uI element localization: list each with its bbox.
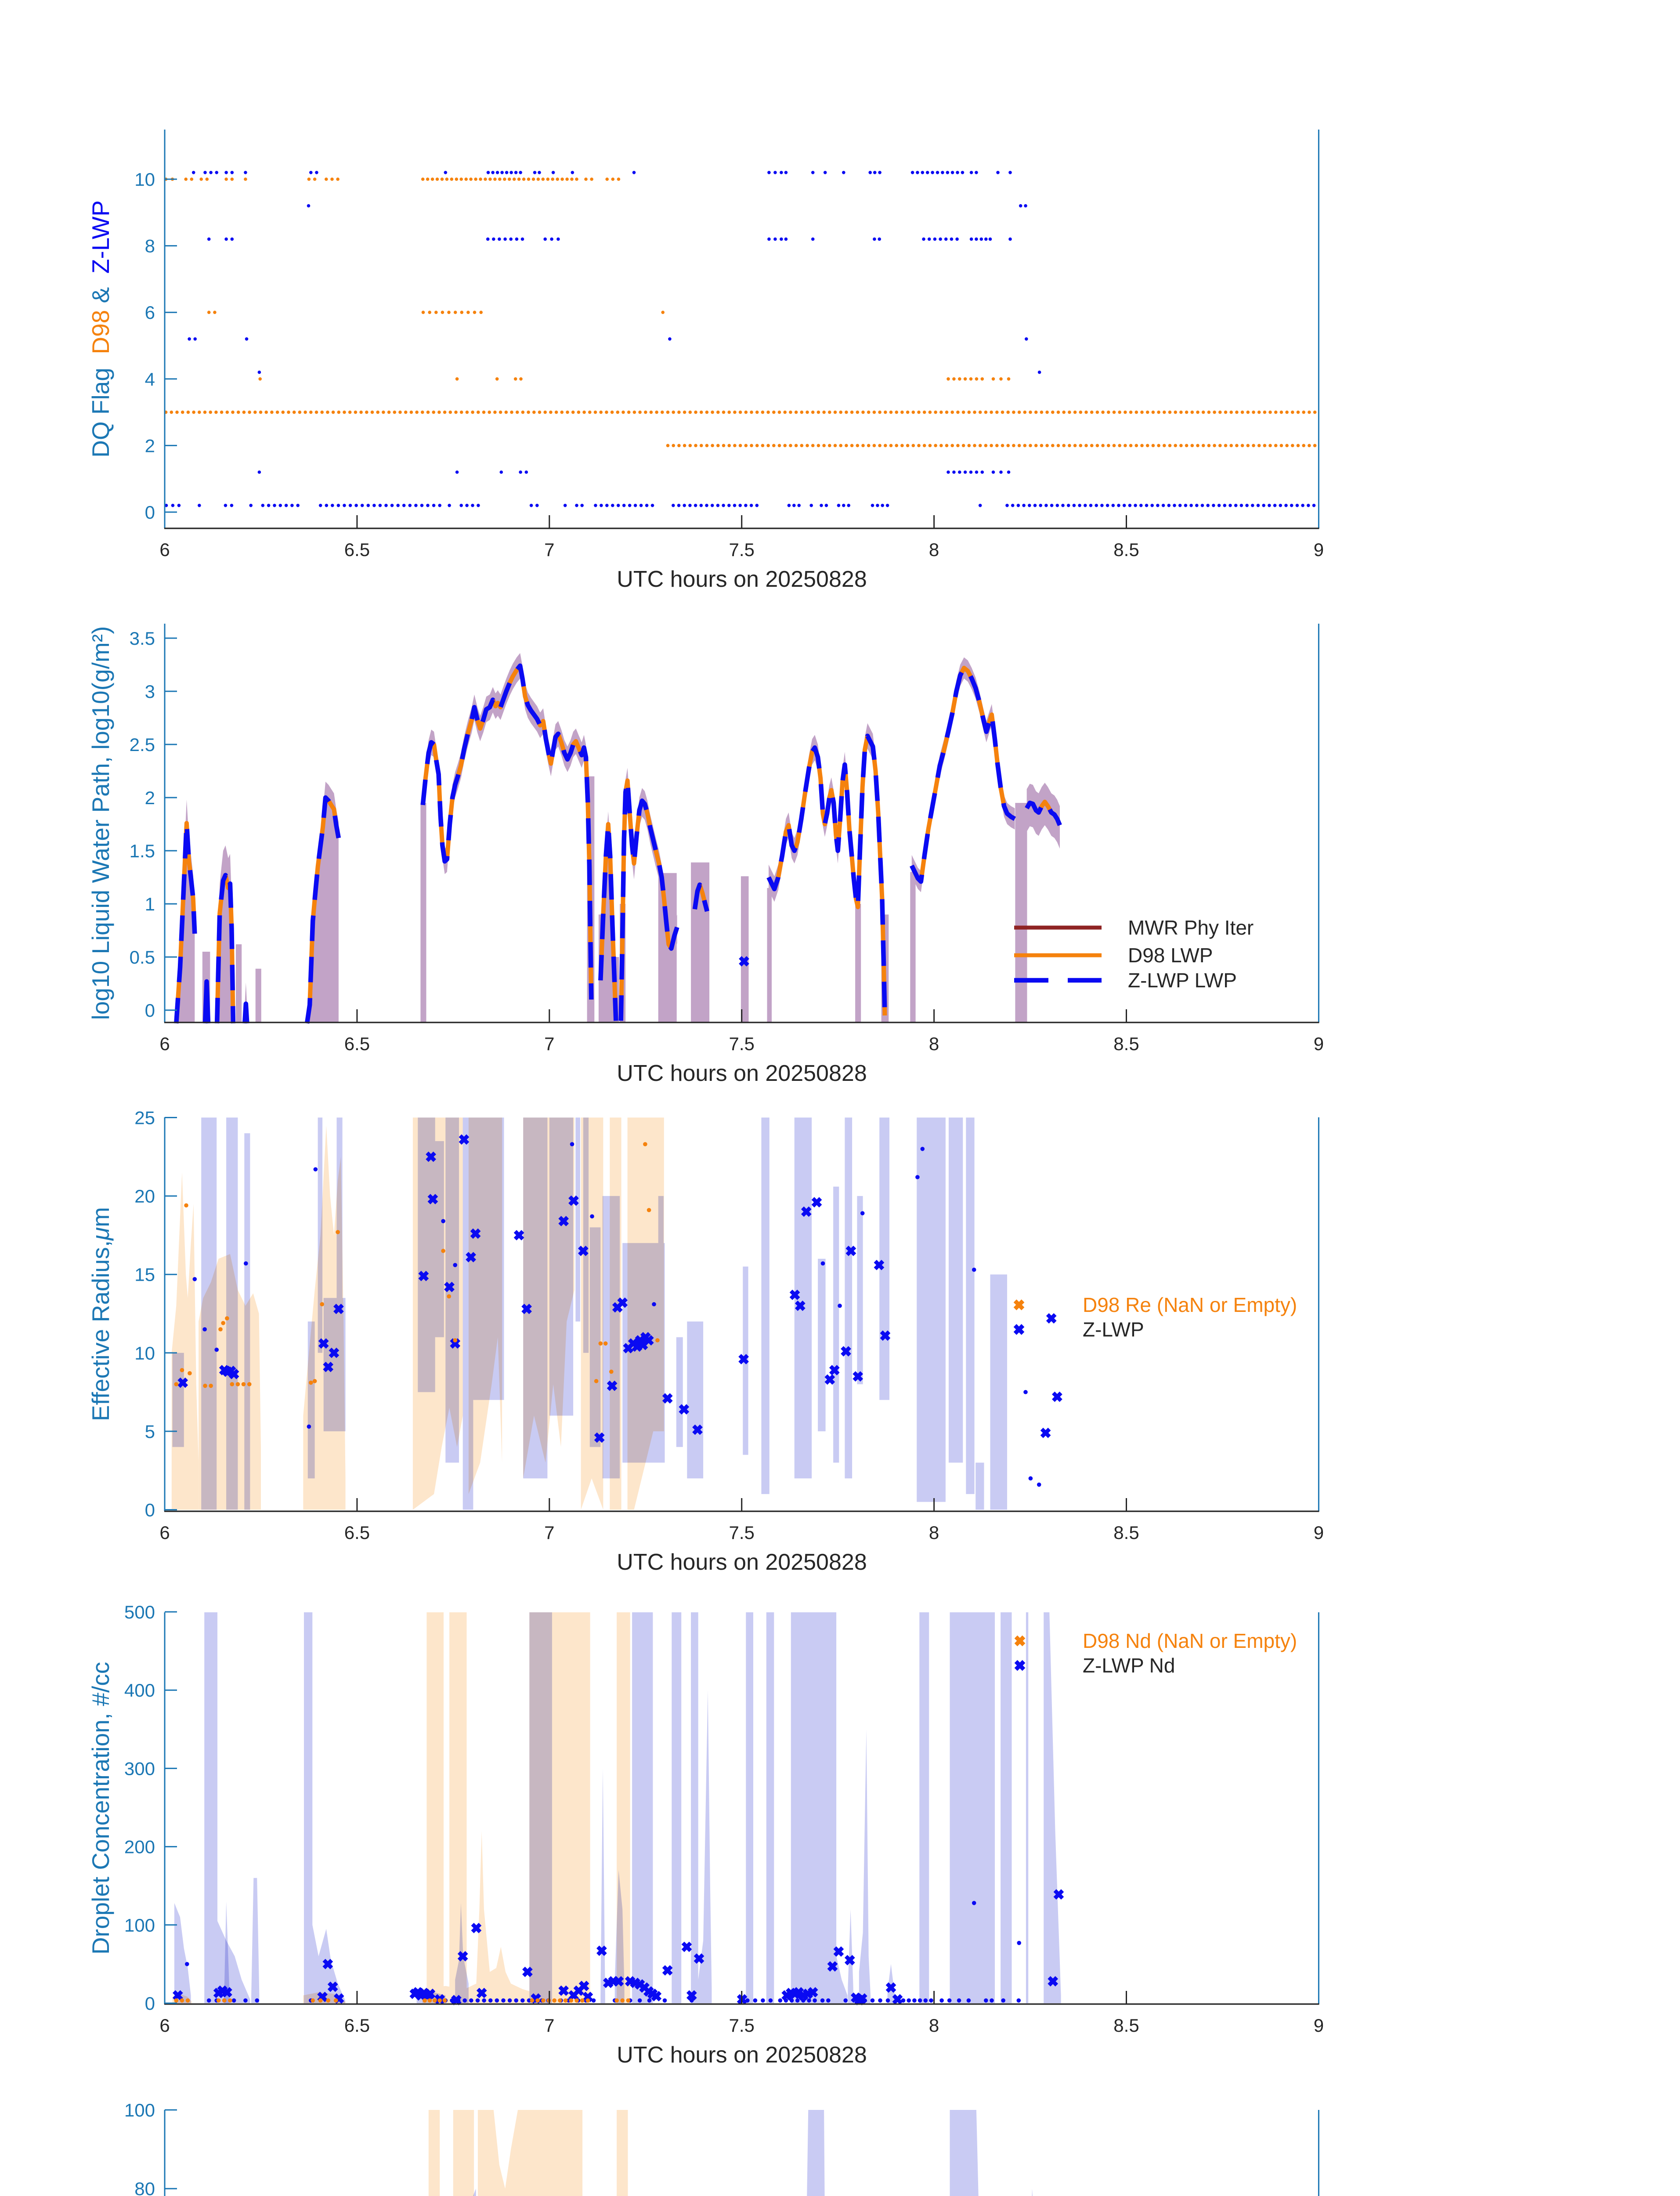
svg-text:6: 6 xyxy=(159,539,170,560)
svg-text:8: 8 xyxy=(929,2015,939,2036)
svg-text:8.5: 8.5 xyxy=(1113,1033,1139,1054)
svg-text:7.5: 7.5 xyxy=(729,539,755,560)
svg-text:0: 0 xyxy=(145,502,155,523)
svg-text:9: 9 xyxy=(1314,1033,1324,1054)
svg-text:Z-LWP Nd: Z-LWP Nd xyxy=(1083,1654,1175,1677)
svg-text:6.5: 6.5 xyxy=(344,1033,370,1054)
svg-text:2: 2 xyxy=(145,435,155,456)
svg-text:9: 9 xyxy=(1314,2015,1324,2036)
svg-text:3.5: 3.5 xyxy=(130,628,155,649)
svg-text:6.5: 6.5 xyxy=(344,2015,370,2036)
svg-text:7.5: 7.5 xyxy=(729,2015,755,2036)
svg-text:6: 6 xyxy=(159,2015,170,2036)
svg-text:6: 6 xyxy=(145,302,155,323)
svg-text:2.5: 2.5 xyxy=(130,734,155,755)
svg-text:UTC hours on 20250828: UTC hours on 20250828 xyxy=(617,1061,867,1086)
svg-text:MWR Phy Iter: MWR Phy Iter xyxy=(1128,916,1254,939)
svg-text:Z-LWP LWP: Z-LWP LWP xyxy=(1128,969,1237,992)
svg-text:4: 4 xyxy=(145,369,155,390)
svg-text:10: 10 xyxy=(134,1343,155,1363)
svg-text:15: 15 xyxy=(134,1264,155,1285)
svg-text:7: 7 xyxy=(544,539,554,560)
svg-text:300: 300 xyxy=(124,1758,155,1779)
svg-text:200: 200 xyxy=(124,1837,155,1857)
svg-text:500: 500 xyxy=(124,1602,155,1622)
svg-text:6.5: 6.5 xyxy=(344,1522,370,1543)
svg-text:Effective Radius,μm: Effective Radius,μm xyxy=(87,1207,114,1421)
svg-text:7: 7 xyxy=(544,1033,554,1054)
svg-text:0: 0 xyxy=(145,1000,155,1021)
svg-text:9: 9 xyxy=(1314,1522,1324,1543)
svg-text:0: 0 xyxy=(145,1500,155,1521)
svg-text:Droplet Concentration, #/cc: Droplet Concentration, #/cc xyxy=(87,1662,114,1954)
svg-text:8.5: 8.5 xyxy=(1113,2015,1139,2036)
svg-text:UTC hours on 20250828: UTC hours on 20250828 xyxy=(617,2042,867,2068)
svg-text:8: 8 xyxy=(929,1522,939,1543)
svg-text:D98 Re (NaN or Empty): D98 Re (NaN or Empty) xyxy=(1083,1293,1297,1316)
svg-text:DQ Flag D98 & Z-LWP: DQ Flag D98 & Z-LWP xyxy=(87,200,114,458)
svg-text:0: 0 xyxy=(145,1993,155,2014)
svg-text:8: 8 xyxy=(929,1033,939,1054)
svg-text:0.5: 0.5 xyxy=(130,947,155,968)
svg-text:6: 6 xyxy=(159,1033,170,1054)
svg-text:D98 Nd (NaN or Empty): D98 Nd (NaN or Empty) xyxy=(1083,1629,1297,1652)
svg-text:6.5: 6.5 xyxy=(344,539,370,560)
svg-text:7: 7 xyxy=(544,1522,554,1543)
svg-text:7: 7 xyxy=(544,2015,554,2036)
svg-text:Z-LWP: Z-LWP xyxy=(1083,1318,1144,1341)
svg-text:log10 Liquid Water Path, log10: log10 Liquid Water Path, log10(g/m²) xyxy=(87,626,114,1020)
svg-text:1: 1 xyxy=(145,894,155,914)
svg-text:5: 5 xyxy=(145,1421,155,1442)
svg-text:1.5: 1.5 xyxy=(130,841,155,861)
svg-text:400: 400 xyxy=(124,1680,155,1701)
svg-text:20: 20 xyxy=(134,1186,155,1206)
svg-text:8.5: 8.5 xyxy=(1113,1522,1139,1543)
svg-text:8: 8 xyxy=(145,236,155,256)
svg-text:7.5: 7.5 xyxy=(729,1033,755,1054)
svg-text:8: 8 xyxy=(929,539,939,560)
svg-text:D98 LWP: D98 LWP xyxy=(1128,944,1213,967)
svg-text:2: 2 xyxy=(145,787,155,808)
svg-text:3: 3 xyxy=(145,681,155,702)
svg-text:80: 80 xyxy=(134,2178,155,2196)
svg-text:UTC hours on 20250828: UTC hours on 20250828 xyxy=(617,567,867,592)
svg-text:9: 9 xyxy=(1314,539,1324,560)
svg-text:25: 25 xyxy=(134,1108,155,1128)
svg-text:100: 100 xyxy=(124,2100,155,2120)
svg-text:UTC hours on 20250828: UTC hours on 20250828 xyxy=(617,1549,867,1575)
svg-text:6: 6 xyxy=(159,1522,170,1543)
svg-text:8.5: 8.5 xyxy=(1113,539,1139,560)
svg-text:10: 10 xyxy=(134,169,155,190)
svg-text:7.5: 7.5 xyxy=(729,1522,755,1543)
svg-text:100: 100 xyxy=(124,1915,155,1936)
